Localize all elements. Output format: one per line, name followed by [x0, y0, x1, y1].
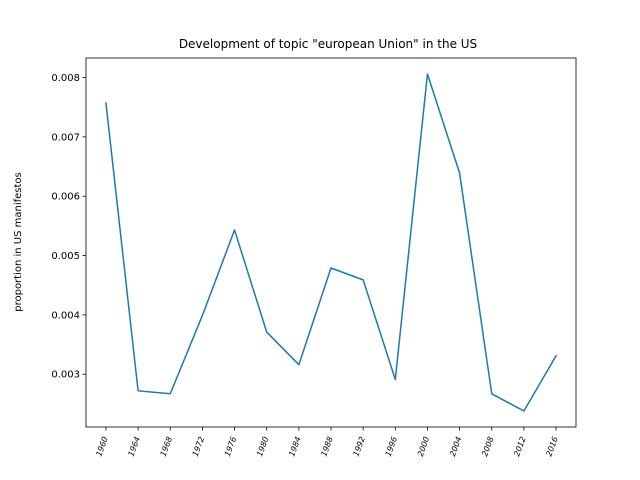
x-tick-label: 2012: [512, 435, 527, 457]
y-tick-label: 0.008: [51, 73, 80, 84]
x-tick-label: 2004: [448, 435, 463, 457]
x-tick-label: 1964: [127, 435, 142, 457]
x-tick-label: 1960: [94, 435, 109, 457]
y-tick-label: 0.007: [51, 132, 80, 143]
y-axis-label: proportion in US manifestos: [13, 172, 24, 312]
y-tick-label: 0.003: [51, 370, 80, 381]
y-tick-label: 0.005: [51, 251, 80, 262]
y-tick-label: 0.006: [51, 192, 80, 203]
x-tick-label: 1984: [287, 435, 302, 457]
x-tick-label: 1988: [319, 435, 334, 457]
x-tick-label: 1980: [255, 435, 270, 457]
x-tick-label: 2008: [480, 435, 495, 457]
x-tick-label: 1996: [384, 435, 399, 457]
series-line: [105, 73, 558, 412]
chart-title: Development of topic "european Union" in…: [179, 37, 477, 51]
x-tick-label: 1968: [159, 435, 174, 457]
x-tick-label: 2016: [544, 435, 559, 457]
plot-area: 0.003 0.004 0.005 0.006 0.007 0.008 1960 1964 19…: [51, 73, 560, 458]
plot-frame: [85, 57, 577, 428]
x-tick-label: 2000: [416, 435, 431, 457]
y-tick-label: 0.004: [51, 310, 80, 321]
x-tick-label: 1972: [191, 435, 206, 457]
x-tick-label: 1976: [223, 435, 238, 457]
x-tick-label: 1992: [352, 435, 367, 457]
